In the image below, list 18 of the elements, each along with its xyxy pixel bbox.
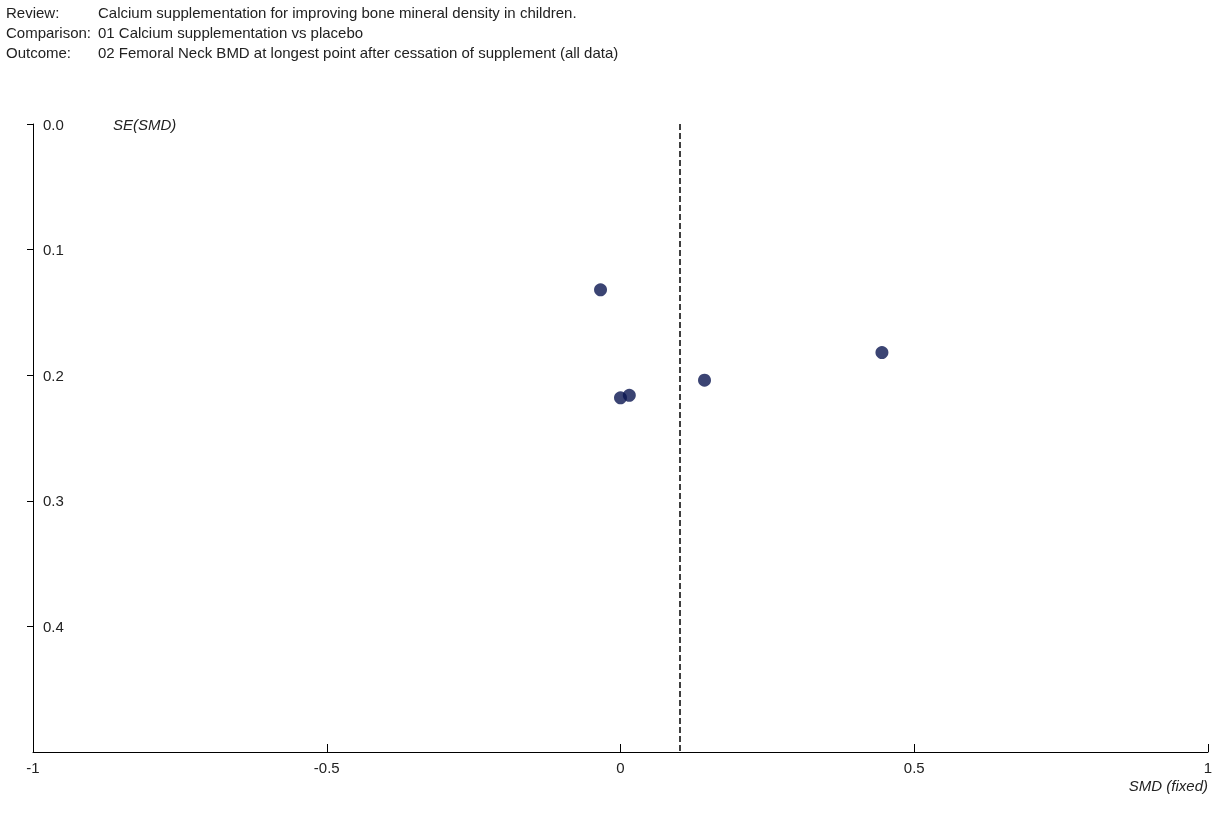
y-tick-label: 0.3 <box>43 492 64 510</box>
y-tick-label: 0.2 <box>43 366 64 384</box>
x-tick-label: -1 <box>26 759 40 776</box>
x-tick-label: -0.5 <box>313 759 340 776</box>
text: Comparison: <box>6 24 93 41</box>
text: Review: <box>6 4 61 21</box>
text: 02 Femoral Neck BMD at longest point after cessation of supplement (all data) <box>98 44 619 61</box>
y-tick-label: 0.1 <box>43 241 64 259</box>
x-axis-title: SMD (fixed) <box>1128 777 1208 794</box>
x-tick-label: 0.5 <box>903 759 925 776</box>
y-axis-title: SE(SMD) <box>113 115 177 133</box>
x-tick-label: 1 <box>1203 759 1213 776</box>
x-tick-label: 0 <box>616 759 625 776</box>
text: Calcium supplementation for improving bone mineral density in children. <box>98 4 578 21</box>
y-tick-label: 0.4 <box>43 617 64 635</box>
y-tick-label: 0.0 <box>43 115 64 133</box>
text: Outcome: <box>6 44 73 61</box>
text: 01 Calcium supplementation vs placebo <box>98 24 365 41</box>
